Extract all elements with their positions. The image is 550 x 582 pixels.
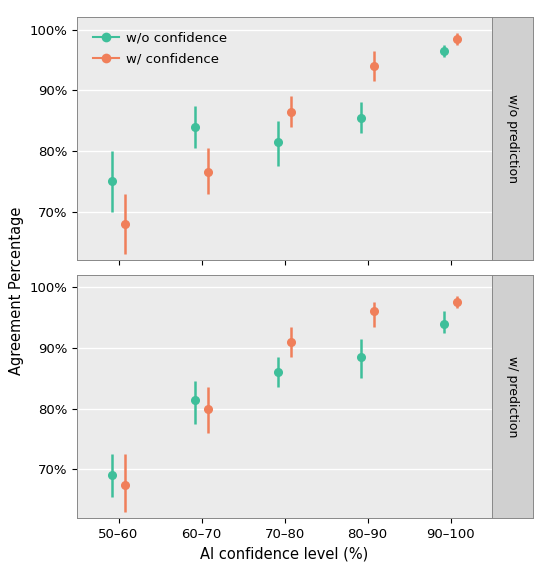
Legend: w/o confidence, w/ confidence: w/o confidence, w/ confidence [88,27,233,71]
X-axis label: AI confidence level (%): AI confidence level (%) [200,546,368,561]
Text: w/o prediction: w/o prediction [506,94,519,183]
Text: Agreement Percentage: Agreement Percentage [9,207,24,375]
Text: w/ prediction: w/ prediction [506,356,519,437]
